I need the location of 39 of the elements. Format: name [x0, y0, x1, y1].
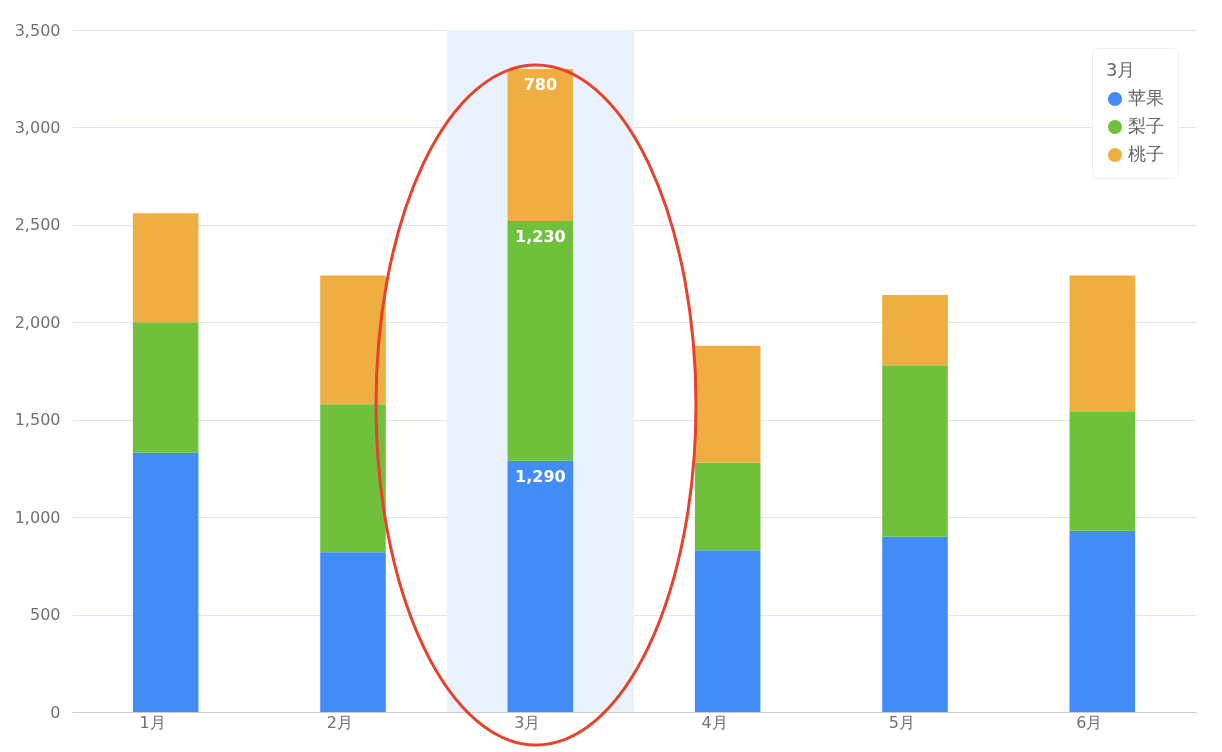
data-label: 1,230 [515, 226, 566, 246]
y-tick-label: 3,500 [14, 20, 61, 40]
x-tick-label: 5月 [888, 712, 915, 732]
bar [882, 295, 948, 366]
data-label: 780 [523, 74, 558, 94]
y-tick-label: 1,500 [14, 410, 61, 430]
bar [507, 68, 574, 221]
bar [882, 536, 948, 712]
bar [132, 452, 199, 712]
bar [320, 552, 386, 712]
y-tick-label: 1,000 [14, 507, 61, 527]
x-tick-label: 6月 [1076, 712, 1103, 732]
x-tick-label: 1月 [139, 712, 166, 732]
y-tick-label: 3,000 [14, 117, 61, 137]
bar [1069, 530, 1136, 712]
x-tick-label: 4月 [701, 712, 728, 732]
bar [320, 275, 386, 405]
bar [882, 365, 948, 537]
legend-title: 3月 [1106, 59, 1136, 80]
bar [507, 460, 574, 712]
x-tick-label: 3月 [514, 712, 541, 732]
bar [1069, 411, 1136, 531]
bar [1069, 275, 1136, 412]
bar [132, 213, 199, 323]
bar [132, 322, 199, 453]
bar [507, 220, 574, 461]
x-tick-label: 2月 [326, 712, 353, 732]
bar [694, 550, 761, 712]
y-tick-label: 2,000 [14, 312, 61, 332]
legend-label: 桃子 [1128, 143, 1164, 164]
y-tick-label: 0 [50, 702, 61, 722]
legend-label: 梨子 [1128, 115, 1164, 136]
y-tick-label: 2,500 [14, 215, 61, 235]
data-label: 1,290 [515, 466, 566, 486]
bar [694, 462, 761, 551]
bar [694, 345, 761, 463]
bar [320, 404, 386, 553]
y-tick-label: 500 [29, 605, 61, 625]
legend-label: 苹果 [1128, 87, 1164, 108]
